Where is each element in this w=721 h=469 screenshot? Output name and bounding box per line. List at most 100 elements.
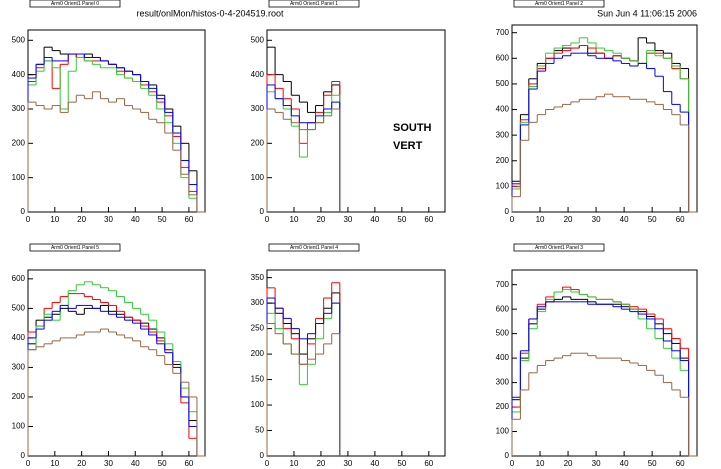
x-tick-label: 60 bbox=[184, 459, 193, 468]
y-tick-label: 300 bbox=[496, 130, 510, 139]
y-tick-label: 600 bbox=[12, 274, 26, 283]
y-tick-label: 200 bbox=[496, 156, 510, 165]
y-tick-label: 700 bbox=[496, 28, 510, 37]
y-tick-label: 200 bbox=[12, 392, 26, 401]
x-tick-label: 30 bbox=[343, 459, 352, 468]
y-tick-label: 300 bbox=[251, 298, 265, 307]
x-tick-label: 60 bbox=[424, 215, 433, 224]
x-tick-label: 0 bbox=[510, 459, 515, 468]
y-tick-label: 100 bbox=[251, 400, 265, 409]
x-tick-label: 0 bbox=[26, 459, 31, 468]
x-tick-label: 10 bbox=[536, 459, 545, 468]
y-tick-label: 500 bbox=[12, 35, 26, 44]
panel-title-box bbox=[268, 0, 360, 8]
y-tick-label: 600 bbox=[496, 304, 510, 313]
panel-title: Arm0 Orient1 Panel 4 bbox=[290, 245, 338, 251]
x-tick-label: 0 bbox=[265, 459, 270, 468]
panel-title-box bbox=[29, 0, 121, 8]
step-riser bbox=[266, 323, 341, 456]
panel-title-box bbox=[513, 0, 605, 8]
file-name: result/onlMon/histos-0-4-204519.root bbox=[136, 8, 284, 18]
y-tick-label: 100 bbox=[496, 181, 510, 190]
y-tick-label: 350 bbox=[251, 273, 265, 282]
plot-frame bbox=[511, 24, 698, 213]
y-tick-label: 150 bbox=[251, 375, 265, 384]
y-tick-label: 100 bbox=[251, 173, 265, 182]
x-tick-label: 20 bbox=[316, 459, 325, 468]
x-tick-label: 60 bbox=[676, 459, 685, 468]
x-tick-label: 40 bbox=[370, 215, 379, 224]
x-tick-label: 10 bbox=[290, 459, 299, 468]
y-tick-label: 300 bbox=[251, 104, 265, 113]
x-tick-label: 20 bbox=[77, 215, 86, 224]
y-tick-label: 0 bbox=[260, 451, 265, 460]
y-tick-label: 400 bbox=[12, 333, 26, 342]
y-tick-label: 100 bbox=[12, 173, 26, 182]
y-tick-label: 0 bbox=[21, 451, 26, 460]
x-tick-label: 10 bbox=[290, 215, 299, 224]
y-tick-label: 700 bbox=[496, 280, 510, 289]
x-tick-label: 60 bbox=[184, 215, 193, 224]
x-tick-label: 30 bbox=[343, 215, 352, 224]
y-tick-label: 200 bbox=[12, 138, 26, 147]
y-tick-label: 200 bbox=[496, 402, 510, 411]
step-riser bbox=[27, 91, 198, 212]
y-tick-label: 400 bbox=[12, 70, 26, 79]
x-tick-label: 40 bbox=[620, 215, 629, 224]
y-tick-label: 300 bbox=[12, 104, 26, 113]
x-tick-label: 60 bbox=[676, 215, 685, 224]
x-tick-label: 0 bbox=[265, 215, 270, 224]
y-tick-label: 100 bbox=[12, 422, 26, 431]
x-tick-label: 30 bbox=[104, 215, 113, 224]
y-tick-label: 200 bbox=[251, 138, 265, 147]
panel-title-box bbox=[268, 243, 360, 252]
y-tick-label: 250 bbox=[251, 324, 265, 333]
panel-title: Arm0 Orient1 Panel 3 bbox=[535, 245, 583, 251]
x-tick-label: 10 bbox=[50, 215, 59, 224]
x-tick-label: 50 bbox=[648, 459, 657, 468]
x-tick-label: 30 bbox=[592, 459, 601, 468]
panel-title: Arm0 Orient1 Panel 2 bbox=[535, 1, 583, 7]
y-tick-label: 0 bbox=[505, 451, 510, 460]
x-tick-label: 40 bbox=[131, 459, 140, 468]
x-tick-label: 20 bbox=[564, 215, 573, 224]
y-tick-label: 400 bbox=[251, 70, 265, 79]
x-tick-label: 20 bbox=[77, 459, 86, 468]
x-tick-label: 50 bbox=[158, 215, 167, 224]
x-tick-label: 40 bbox=[620, 459, 629, 468]
y-tick-label: 50 bbox=[255, 426, 264, 435]
x-tick-label: 10 bbox=[536, 215, 545, 224]
y-tick-label: 200 bbox=[251, 349, 265, 358]
x-tick-label: 50 bbox=[158, 459, 167, 468]
x-tick-label: 40 bbox=[370, 459, 379, 468]
label-vert: VERT bbox=[393, 140, 423, 152]
plot-frame bbox=[511, 269, 698, 457]
panel-title: Arm0 Orient1 Panel 0 bbox=[51, 1, 99, 7]
y-tick-label: 600 bbox=[496, 53, 510, 62]
y-tick-label: 0 bbox=[21, 207, 26, 216]
y-tick-label: 300 bbox=[12, 363, 26, 372]
x-tick-label: 50 bbox=[397, 459, 406, 468]
y-tick-label: 500 bbox=[12, 303, 26, 312]
x-tick-label: 0 bbox=[510, 215, 515, 224]
panel-title-box bbox=[513, 243, 605, 252]
x-tick-label: 50 bbox=[397, 215, 406, 224]
y-tick-label: 500 bbox=[251, 35, 265, 44]
y-tick-label: 300 bbox=[496, 378, 510, 387]
y-tick-label: 100 bbox=[496, 427, 510, 436]
x-tick-label: 10 bbox=[50, 459, 59, 468]
y-tick-label: 400 bbox=[496, 105, 510, 114]
y-tick-label: 500 bbox=[496, 79, 510, 88]
x-tick-label: 0 bbox=[26, 215, 31, 224]
y-tick-label: 400 bbox=[496, 353, 510, 362]
y-tick-label: 500 bbox=[496, 329, 510, 338]
y-tick-label: 0 bbox=[505, 207, 510, 216]
panel-title-box bbox=[29, 243, 121, 252]
x-tick-label: 20 bbox=[316, 215, 325, 224]
x-tick-label: 60 bbox=[424, 459, 433, 468]
timestamp: Sun Jun 4 11:06:15 2006 bbox=[597, 8, 697, 18]
x-tick-label: 20 bbox=[564, 459, 573, 468]
y-tick-label: 0 bbox=[260, 207, 265, 216]
